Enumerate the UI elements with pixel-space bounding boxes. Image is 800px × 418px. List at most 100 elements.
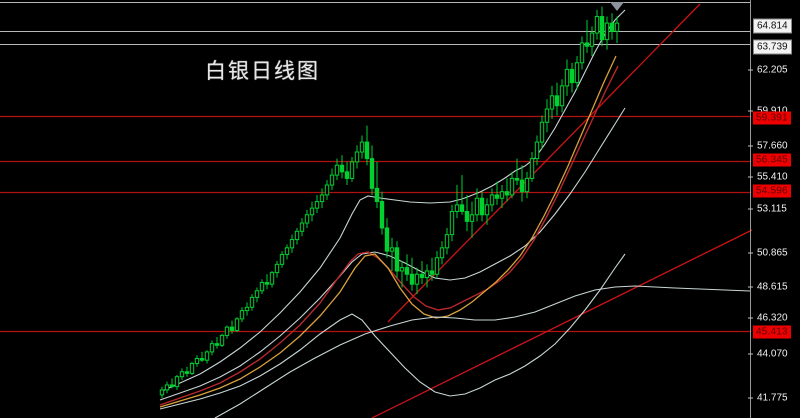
candle [214,343,220,346]
candle [469,214,475,222]
trendline-shallow [371,229,753,418]
price-label-46-320[interactable]: 46.320 [757,312,788,324]
candle [534,141,540,160]
price-label-55-410[interactable]: 55.410 [757,171,788,183]
candle [389,247,395,252]
candle [324,184,330,196]
candle [394,247,400,272]
candle [209,343,215,353]
price-label-50-865[interactable]: 50.865 [757,247,788,259]
candle [414,273,420,285]
candle [274,263,280,274]
price-axis-ticks [748,69,753,399]
trendlines [371,3,753,418]
candle [234,318,240,331]
candle [439,247,445,259]
candle [379,201,385,229]
candle [504,191,510,196]
candle [609,22,615,32]
candle [474,197,480,216]
candle [484,204,490,216]
candle [564,68,570,87]
candle [344,171,350,179]
candle [499,191,505,199]
candle [189,362,195,374]
price-label-64-814[interactable]: 64.814 [753,18,792,34]
ma-red-line [159,65,619,406]
price-label-62-205[interactable]: 62.205 [757,64,788,76]
ma-orange-line [159,55,617,408]
candle [594,16,600,34]
candle [224,326,230,336]
candle [509,177,515,196]
candle [334,164,340,176]
candle [374,187,380,203]
candle [574,62,580,84]
candle [464,210,470,222]
candle [254,290,260,298]
candle [519,179,525,193]
candle [174,376,180,388]
price-label-54-596[interactable]: 54.596 [753,184,791,198]
candle [589,32,595,47]
candle [294,230,300,241]
price-label-59-391[interactable]: 59.391 [753,111,791,125]
chart-title: 白银日线图 [205,59,320,83]
candle [429,270,435,275]
candle [204,351,210,361]
candle [424,270,430,279]
candle [549,95,555,110]
lower-indicator-line [214,285,751,418]
candle [604,22,610,41]
candle [409,273,415,285]
white-horizontal-lines [0,2,750,45]
candle [289,239,295,249]
price-label-48-615[interactable]: 48.615 [757,281,788,293]
candle [544,108,550,123]
candle [614,22,620,32]
candle [164,384,170,391]
candle [244,306,250,312]
candle [524,177,530,193]
candle [264,282,270,285]
candle [359,141,365,153]
candle [169,384,175,388]
candle [319,194,325,203]
price-label-59-910[interactable]: 59.910 [757,106,788,117]
candle [179,371,185,378]
candle [279,253,285,265]
price-label-56-345[interactable]: 56.345 [753,153,791,167]
trendline-steep [387,3,701,323]
candle [384,227,390,252]
candle [284,247,290,255]
price-label-41-775[interactable]: 41.775 [757,392,788,404]
bollinger-lower [159,253,626,410]
candle [314,201,320,209]
price-label-53-115[interactable]: 53.115 [757,203,787,215]
candle [239,310,245,320]
price-label-63-739[interactable]: 63.739 [753,39,792,55]
price-label-45-413[interactable]: 45.413 [753,325,791,339]
candle [259,282,265,292]
price-label-57-660[interactable]: 57.660 [757,140,788,152]
candle [444,234,450,249]
candle [514,177,520,181]
candle [229,326,235,331]
candle [159,389,165,396]
candle [554,95,560,107]
candle [309,207,315,216]
candle [584,42,590,47]
candle [539,121,545,143]
candlestick-series[interactable] [159,6,620,399]
candle [559,85,565,107]
candle [479,197,485,216]
candle [249,296,255,308]
candle [304,214,310,224]
candle [349,161,355,179]
candle [199,358,205,361]
candle [299,222,305,232]
candle [449,210,455,236]
price-label-44-070[interactable]: 44.070 [757,348,788,360]
